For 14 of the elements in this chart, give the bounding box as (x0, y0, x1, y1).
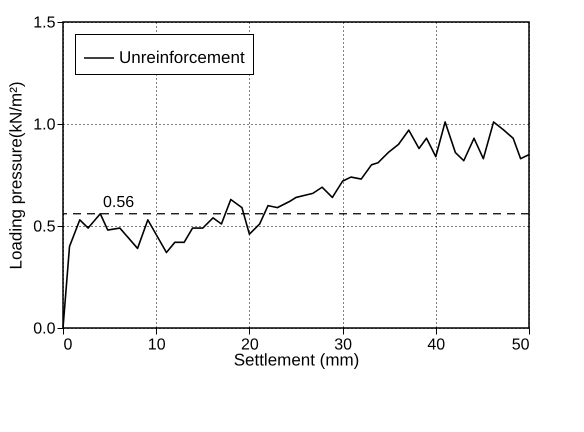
y-tick-label: 0.5 (33, 218, 56, 236)
x-tick-label: 40 (427, 336, 446, 354)
x-tick-label: 10 (148, 336, 166, 354)
y-axis-title: Loading pressure(kN/m²) (6, 81, 26, 270)
x-tick-label: 50 (512, 336, 530, 354)
x-tick-label: 30 (334, 336, 352, 354)
y-tick-label: 1.5 (33, 14, 56, 32)
x-tick-label: 20 (241, 336, 259, 354)
legend-label: Unreinforcement (119, 48, 245, 67)
y-tick-label: 0.0 (33, 320, 56, 338)
y-tick-label: 1.0 (33, 116, 56, 134)
x-tick-label: 0 (64, 336, 72, 354)
ref-line-label: 0.56 (103, 194, 134, 211)
x-axis-title: Settlement (mm) (234, 350, 360, 370)
